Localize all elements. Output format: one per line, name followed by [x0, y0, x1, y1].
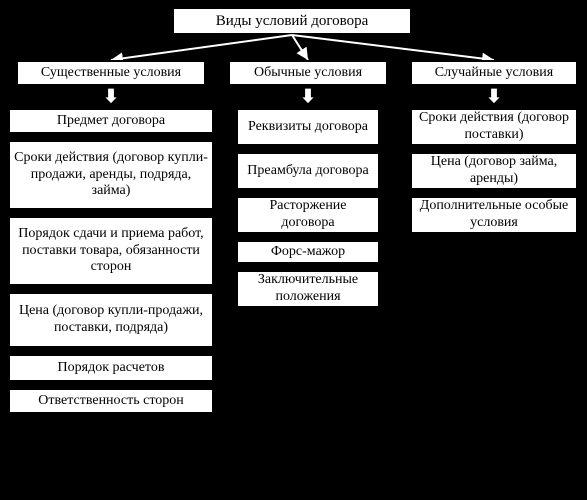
list-item: Цена (договор купли-продажи, поставки, п… [8, 292, 214, 348]
list-item: Порядок расчетов [8, 354, 214, 382]
category-header-random: Случайные условия [410, 60, 578, 86]
list-item: Заключительные положения [236, 270, 380, 308]
list-item: Ответственность сторон [8, 388, 214, 414]
list-item: Цена (договор займа, аренды) [410, 152, 578, 190]
list-item: Реквизиты договора [236, 108, 380, 146]
list-item: Порядок сдачи и приема работ, поставки т… [8, 216, 214, 286]
list-item: Сроки действия (договор купли-продажи, а… [8, 140, 214, 210]
list-item: Дополнительные особые условия [410, 196, 578, 234]
down-arrow-icon [301, 88, 315, 104]
list-item: Сроки действия (договор поставки) [410, 108, 578, 146]
list-item: Предмет договора [8, 108, 214, 134]
list-item: Форс-мажор [236, 240, 380, 264]
category-header-essential: Существенные условия [16, 60, 206, 86]
list-item: Преамбула договора [236, 152, 380, 190]
root-box: Виды условий договора [172, 7, 412, 35]
category-header-ordinary: Обычные условия [228, 60, 388, 86]
down-arrow-icon [104, 88, 118, 104]
list-item: Расторжение договора [236, 196, 380, 234]
down-arrow-icon [487, 88, 501, 104]
